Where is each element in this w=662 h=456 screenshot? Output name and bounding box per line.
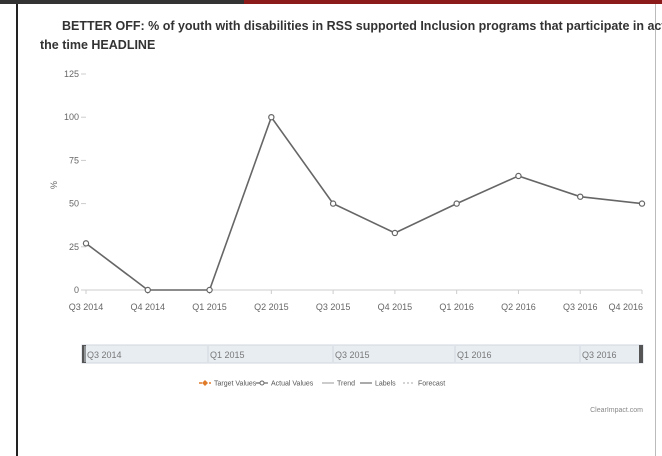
plot-area: 0 25 50 75 100 125% Q3 2014 Q4 2014 Q1 2015 Q2 20… [49,69,646,312]
legend-marker [202,380,208,386]
data-point [453,200,460,207]
legend-marker [259,380,265,386]
chart-legend: Target Values Actual Values Trend Labels For… [199,380,445,388]
data-point [82,240,90,247]
data-point [515,172,522,180]
legend-label: Labels [375,381,396,388]
chart-title-line2: the time HEADLINE [40,38,155,52]
x-tick-label: Q3 2014 [69,302,104,312]
series-line [85,115,643,291]
credit-text: ClearImpact.com [590,407,643,414]
x-tick-label: Q3 2015 [316,302,351,312]
x-tick-label: Q4 2014 [131,302,166,312]
x-tick-label: Q1 2016 [439,302,474,312]
y-tick-label: 100 [64,112,79,122]
top-border-dark [0,0,244,4]
legend-label: Trend [337,381,355,388]
navigator-handle-left[interactable] [82,345,86,363]
x-tick-label: Q2 2015 [254,302,289,312]
y-tick-label: 25 [69,242,79,252]
y-axis-label: % [49,181,59,189]
right-border [655,4,656,456]
navigator-label: Q3 2014 [87,350,122,360]
x-tick-label: Q2 2016 [501,302,536,312]
range-navigator[interactable]: Q3 2014 Q1 2015 Q3 2015 Q1 2016 Q3 2016 [81,344,644,364]
legend-label: Actual Values [271,381,314,388]
navigator-handle-right[interactable] [639,345,643,363]
navigator-label: Q1 2015 [210,350,245,360]
data-point [206,286,213,294]
navigator-label: Q1 2016 [457,350,492,360]
navigator-label: Q3 2016 [582,350,617,360]
legend-label: Forecast [418,381,445,388]
data-point [577,193,584,200]
x-tick-label: Q4 2015 [378,302,413,312]
data-point [391,229,399,237]
left-border [16,4,18,456]
x-tick-label: Q3 2016 [563,302,598,312]
data-point [329,200,337,207]
y-tick-label: 50 [69,199,79,209]
legend-label: Target Values [214,381,257,388]
y-tick-label: 75 [69,155,79,165]
y-tick-label: 0 [74,285,79,295]
navigator-label: Q3 2015 [335,350,370,360]
x-tick-label: Q1 2015 [192,302,227,312]
data-point [144,286,151,294]
x-tick-label: Q4 2016 [608,302,643,312]
top-border-accent [244,0,662,4]
chart-title-line1: BETTER OFF: % of youth with disabilities… [62,19,662,33]
data-point [638,200,646,207]
y-tick-label: 125 [64,69,79,79]
data-point [268,113,275,121]
